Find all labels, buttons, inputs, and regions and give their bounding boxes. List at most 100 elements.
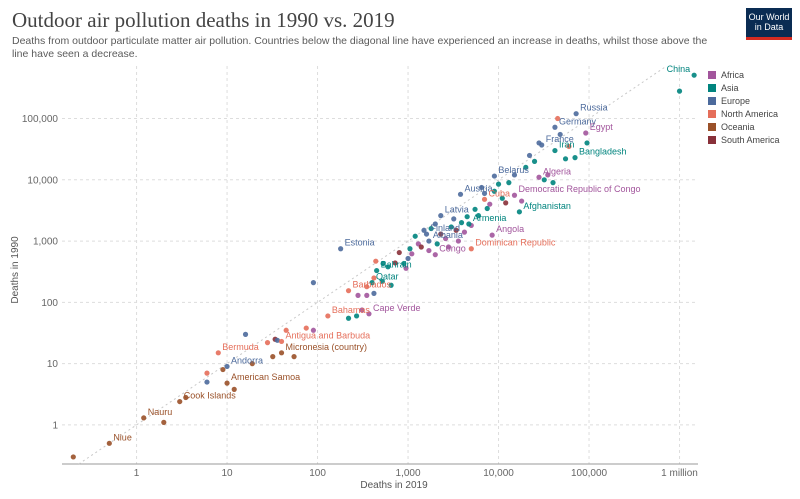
data-point[interactable]	[426, 238, 432, 244]
data-point[interactable]	[453, 227, 459, 233]
data-point[interactable]	[461, 229, 468, 235]
data-point[interactable]	[220, 366, 226, 373]
data-point[interactable]	[421, 227, 427, 233]
legend-item[interactable]: Europe	[708, 94, 780, 107]
data-point[interactable]	[691, 72, 697, 78]
data-point[interactable]	[448, 224, 454, 230]
data-point[interactable]	[373, 258, 379, 264]
data-point[interactable]	[242, 331, 249, 337]
data-point[interactable]	[434, 241, 440, 247]
data-point[interactable]	[557, 131, 563, 138]
data-point[interactable]	[481, 190, 488, 196]
data-point[interactable]	[519, 198, 525, 204]
data-point[interactable]	[481, 196, 488, 202]
data-point[interactable]	[545, 172, 551, 178]
data-point[interactable]	[379, 278, 385, 284]
data-point[interactable]	[388, 282, 394, 288]
data-point[interactable]	[432, 252, 438, 258]
data-point[interactable]	[353, 313, 360, 319]
data-point[interactable]	[278, 338, 285, 345]
data-point[interactable]	[106, 440, 112, 446]
data-point[interactable]	[409, 251, 415, 257]
data-point[interactable]	[442, 235, 449, 242]
data-point[interactable]	[495, 181, 502, 187]
data-point[interactable]	[536, 174, 542, 180]
data-point[interactable]	[539, 142, 545, 148]
data-point[interactable]	[283, 327, 289, 333]
data-point[interactable]	[303, 325, 309, 331]
data-point[interactable]	[552, 147, 558, 154]
data-point[interactable]	[562, 156, 569, 162]
data-point[interactable]	[458, 220, 465, 226]
data-point[interactable]	[566, 143, 572, 150]
data-point[interactable]	[345, 288, 352, 294]
data-point[interactable]	[583, 130, 589, 136]
data-point[interactable]	[141, 415, 147, 421]
data-point[interactable]	[249, 361, 255, 367]
legend-item[interactable]: Asia	[708, 81, 780, 94]
data-point[interactable]	[584, 140, 590, 146]
data-point[interactable]	[183, 394, 189, 401]
data-point[interactable]	[231, 386, 237, 392]
data-point[interactable]	[552, 124, 558, 130]
data-point[interactable]	[345, 315, 352, 321]
data-point[interactable]	[369, 280, 375, 286]
data-point[interactable]	[380, 260, 386, 267]
data-point[interactable]	[371, 290, 377, 296]
data-point[interactable]	[310, 280, 317, 286]
data-point[interactable]	[541, 177, 547, 183]
data-point[interactable]	[457, 191, 464, 197]
data-point[interactable]	[489, 232, 495, 238]
data-point[interactable]	[472, 206, 478, 212]
data-point[interactable]	[531, 158, 538, 164]
data-point[interactable]	[412, 233, 418, 239]
data-point[interactable]	[224, 363, 230, 370]
data-point[interactable]	[438, 213, 444, 219]
data-point[interactable]	[364, 292, 370, 298]
data-point[interactable]	[432, 221, 438, 227]
data-point[interactable]	[426, 247, 432, 254]
data-point[interactable]	[405, 255, 411, 262]
legend-item[interactable]: North America	[708, 107, 780, 120]
legend-item[interactable]: Oceania	[708, 120, 780, 133]
data-point[interactable]	[325, 313, 331, 319]
data-point[interactable]	[204, 370, 210, 376]
data-point[interactable]	[264, 340, 271, 346]
data-point[interactable]	[487, 201, 493, 207]
data-point[interactable]	[204, 379, 210, 385]
data-point[interactable]	[291, 354, 297, 360]
data-point[interactable]	[366, 311, 372, 317]
data-point[interactable]	[503, 200, 509, 206]
data-point[interactable]	[464, 214, 470, 220]
data-point[interactable]	[526, 152, 533, 159]
data-point[interactable]	[338, 246, 344, 252]
data-point[interactable]	[278, 350, 285, 356]
data-point[interactable]	[274, 337, 280, 343]
data-point[interactable]	[177, 398, 183, 405]
data-point[interactable]	[516, 209, 522, 215]
data-point[interactable]	[423, 231, 430, 237]
data-point[interactable]	[445, 244, 452, 250]
data-point[interactable]	[70, 454, 76, 460]
data-point[interactable]	[455, 238, 461, 244]
data-point[interactable]	[374, 267, 380, 274]
data-point[interactable]	[428, 225, 434, 232]
data-point[interactable]	[371, 275, 377, 281]
data-point[interactable]	[392, 260, 398, 266]
data-point[interactable]	[403, 265, 409, 271]
data-point[interactable]	[511, 192, 518, 198]
data-point[interactable]	[466, 221, 472, 227]
data-point[interactable]	[550, 180, 556, 186]
data-point[interactable]	[491, 173, 497, 179]
owid-logo[interactable]: Our World in Data	[746, 8, 792, 40]
data-point[interactable]	[676, 88, 683, 94]
data-point[interactable]	[491, 188, 497, 194]
data-point[interactable]	[396, 249, 402, 256]
legend-item[interactable]: Africa	[708, 68, 780, 81]
data-point[interactable]	[401, 260, 407, 267]
data-point[interactable]	[523, 164, 529, 170]
data-point[interactable]	[215, 350, 221, 356]
data-point[interactable]	[484, 205, 490, 212]
data-point[interactable]	[572, 155, 578, 161]
